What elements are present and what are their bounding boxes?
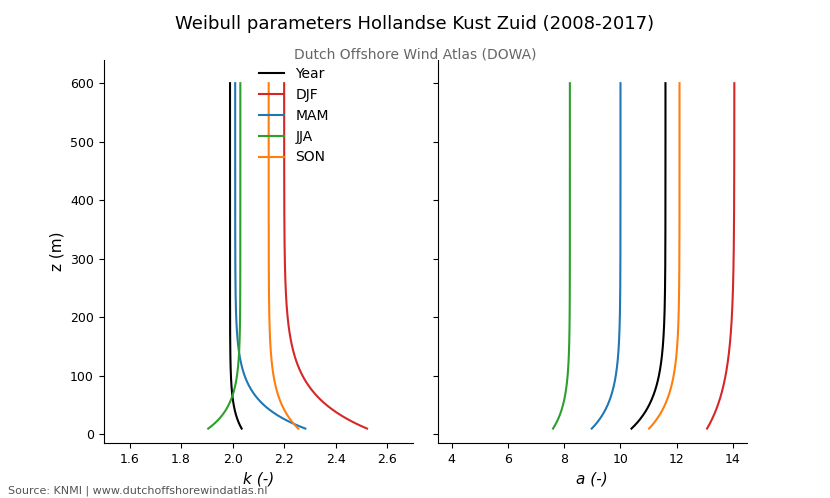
Y-axis label: z (m): z (m) [50,232,65,271]
Year [225,149,235,155]
Year [225,258,235,264]
JJA [204,425,214,431]
Year [237,425,247,431]
Year [225,80,235,86]
MAM [230,149,240,155]
JJA [236,149,246,155]
SON [264,149,274,155]
Text: Dutch Offshore Wind Atlas (DOWA): Dutch Offshore Wind Atlas (DOWA) [294,47,536,61]
MAM [230,80,240,86]
DJF [280,259,290,265]
SON [264,251,274,257]
SON [264,258,274,264]
DJF [280,251,290,257]
DJF [279,122,289,127]
MAM [300,426,310,432]
Line: MAM: MAM [235,83,305,429]
JJA [236,122,246,127]
DJF [279,149,289,155]
SON [293,425,303,431]
Line: JJA: JJA [208,83,241,429]
Text: Source: KNMI | www.dutchoffshorewindatlas.nl: Source: KNMI | www.dutchoffshorewindatla… [8,485,268,496]
SON [264,259,274,265]
JJA [236,259,246,265]
MAM [230,251,240,257]
Line: SON: SON [269,83,298,429]
X-axis label: a (-): a (-) [577,472,608,487]
Legend: Year, DJF, MAM, JJA, SON: Year, DJF, MAM, JJA, SON [259,67,329,164]
DJF [279,80,289,86]
JJA [203,426,213,432]
JJA [236,80,246,86]
DJF [361,425,371,431]
JJA [236,251,246,257]
DJF [280,258,290,264]
Year [225,259,235,265]
MAM [299,425,309,431]
X-axis label: k (-): k (-) [242,472,274,487]
JJA [236,258,246,264]
Line: DJF: DJF [284,83,367,429]
MAM [231,258,241,264]
Year [237,426,247,432]
SON [293,426,303,432]
SON [264,122,274,127]
Year [225,122,235,127]
MAM [230,122,240,127]
Line: Year: Year [230,83,242,429]
Text: Weibull parameters Hollandse Kust Zuid (2008-2017): Weibull parameters Hollandse Kust Zuid (… [175,15,655,33]
DJF [362,426,372,432]
MAM [231,259,241,265]
Year [225,251,235,257]
SON [264,80,274,86]
